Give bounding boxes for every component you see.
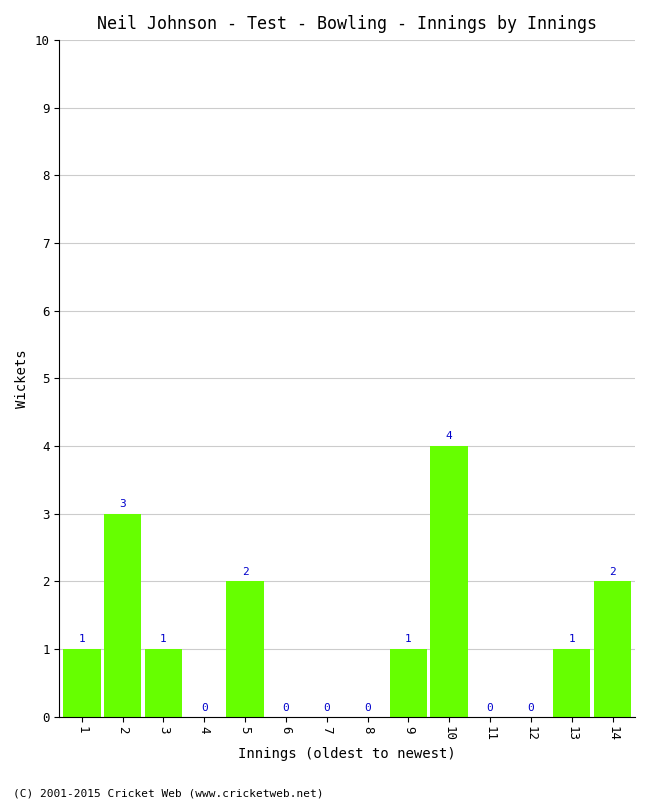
Bar <box>226 582 264 717</box>
Y-axis label: Wickets: Wickets <box>15 349 29 408</box>
Text: 4: 4 <box>446 431 452 442</box>
Title: Neil Johnson - Test - Bowling - Innings by Innings: Neil Johnson - Test - Bowling - Innings … <box>97 15 597 33</box>
Text: 0: 0 <box>487 702 493 713</box>
Text: 1: 1 <box>160 634 167 644</box>
Bar <box>593 582 631 717</box>
Text: 2: 2 <box>242 566 248 577</box>
Bar <box>430 446 468 717</box>
Bar <box>104 514 141 717</box>
Text: 0: 0 <box>201 702 207 713</box>
Text: 1: 1 <box>405 634 411 644</box>
Text: 2: 2 <box>609 566 616 577</box>
Bar <box>144 649 182 717</box>
Text: 3: 3 <box>119 499 126 509</box>
Text: 0: 0 <box>528 702 534 713</box>
Bar <box>553 649 590 717</box>
X-axis label: Innings (oldest to newest): Innings (oldest to newest) <box>239 747 456 761</box>
Text: 0: 0 <box>323 702 330 713</box>
Bar <box>63 649 101 717</box>
Text: 0: 0 <box>283 702 289 713</box>
Text: 1: 1 <box>79 634 85 644</box>
Text: 0: 0 <box>364 702 371 713</box>
Text: (C) 2001-2015 Cricket Web (www.cricketweb.net): (C) 2001-2015 Cricket Web (www.cricketwe… <box>13 788 324 798</box>
Bar <box>389 649 427 717</box>
Text: 1: 1 <box>568 634 575 644</box>
